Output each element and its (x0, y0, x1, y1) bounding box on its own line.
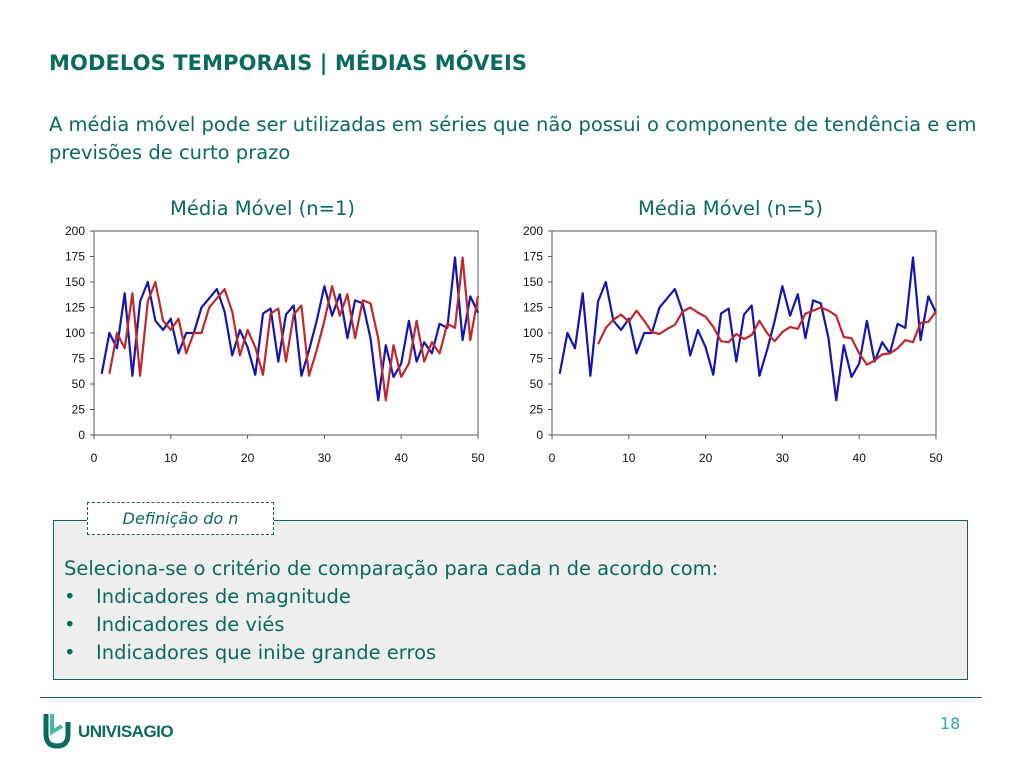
series-line-moving-average (597, 306, 937, 366)
x-tick-label: 40 (395, 451, 409, 465)
definition-list: • Indicadores de magnitude • Indicadores… (64, 583, 718, 667)
x-tick-label: 0 (91, 451, 98, 465)
y-tick-label: 150 (523, 275, 543, 289)
page-number: 18 (940, 714, 961, 733)
bullet: • (64, 585, 76, 608)
univisagio-logo: UNIVISAGIO (42, 712, 174, 752)
y-tick-label: 0 (536, 428, 543, 442)
y-tick-label: 150 (65, 275, 85, 289)
bullet: • (64, 613, 76, 636)
y-tick-label: 200 (523, 224, 543, 238)
y-tick-label: 175 (523, 250, 543, 264)
x-tick-label: 30 (776, 451, 790, 465)
x-tick-label: 20 (699, 451, 713, 465)
y-tick-label: 75 (72, 352, 86, 366)
list-item: • Indicadores que inibe grande erros (64, 639, 718, 667)
chart-moving-average-n1: 0 25 50 75 100 125 150 175 200 0 10 20 30 40 50 (65, 224, 485, 465)
y-tick-label: 25 (530, 403, 544, 417)
series-line-observed (100, 256, 479, 402)
series-line-moving-average (108, 256, 480, 402)
list-item-text: Indicadores de viés (96, 613, 285, 636)
logo-text: UNIVISAGIO (78, 722, 174, 741)
list-item-text: Indicadores de magnitude (96, 585, 351, 608)
y-tick-label: 75 (530, 352, 544, 366)
y-tick-label: 100 (523, 326, 543, 340)
chart-2-title: Média Móvel (n=5) (638, 197, 823, 220)
x-tick-label: 0 (549, 451, 556, 465)
list-item: • Indicadores de magnitude (64, 583, 718, 611)
definition-box (53, 520, 968, 680)
bullet: • (64, 641, 76, 664)
list-item-text: Indicadores que inibe grande erros (96, 641, 437, 664)
y-tick-label: 200 (65, 224, 85, 238)
list-item: • Indicadores de viés (64, 611, 718, 639)
y-tick-label: 125 (523, 301, 543, 315)
y-tick-label: 125 (65, 301, 85, 315)
y-tick-label: 100 (65, 326, 85, 340)
univisagio-logo-icon (43, 714, 71, 749)
y-tick-label: 50 (72, 377, 86, 391)
series-line-observed (558, 256, 937, 402)
x-tick-label: 10 (164, 451, 178, 465)
x-tick-label: 20 (241, 451, 255, 465)
plot-frame (93, 230, 479, 436)
definition-intro: Seleciona-se o critério de comparação pa… (64, 557, 719, 580)
x-tick-label: 10 (622, 451, 636, 465)
plot-frame (551, 230, 937, 436)
slide-subtitle: A média móvel pode ser utilizadas em sér… (49, 113, 977, 164)
y-tick-label: 25 (72, 403, 86, 417)
x-tick-label: 30 (318, 451, 332, 465)
definition-tag: Definição do n (87, 502, 274, 535)
y-tick-label: 175 (65, 250, 85, 264)
x-tick-label: 40 (853, 451, 867, 465)
x-tick-label: 50 (471, 451, 485, 465)
y-tick-label: 0 (78, 428, 85, 442)
footer-divider (40, 697, 982, 698)
slide-title: MODELOS TEMPORAIS | MÉDIAS MÓVEIS (49, 51, 528, 75)
chart-moving-average-n5: 0 25 50 75 100 125 150 175 200 0 10 20 30 40 50 (523, 224, 943, 465)
definition-content: Seleciona-se o critério de comparação pa… (64, 555, 718, 667)
x-tick-label: 50 (929, 451, 943, 465)
y-tick-label: 50 (530, 377, 544, 391)
chart-1-title: Média Móvel (n=1) (170, 197, 355, 220)
